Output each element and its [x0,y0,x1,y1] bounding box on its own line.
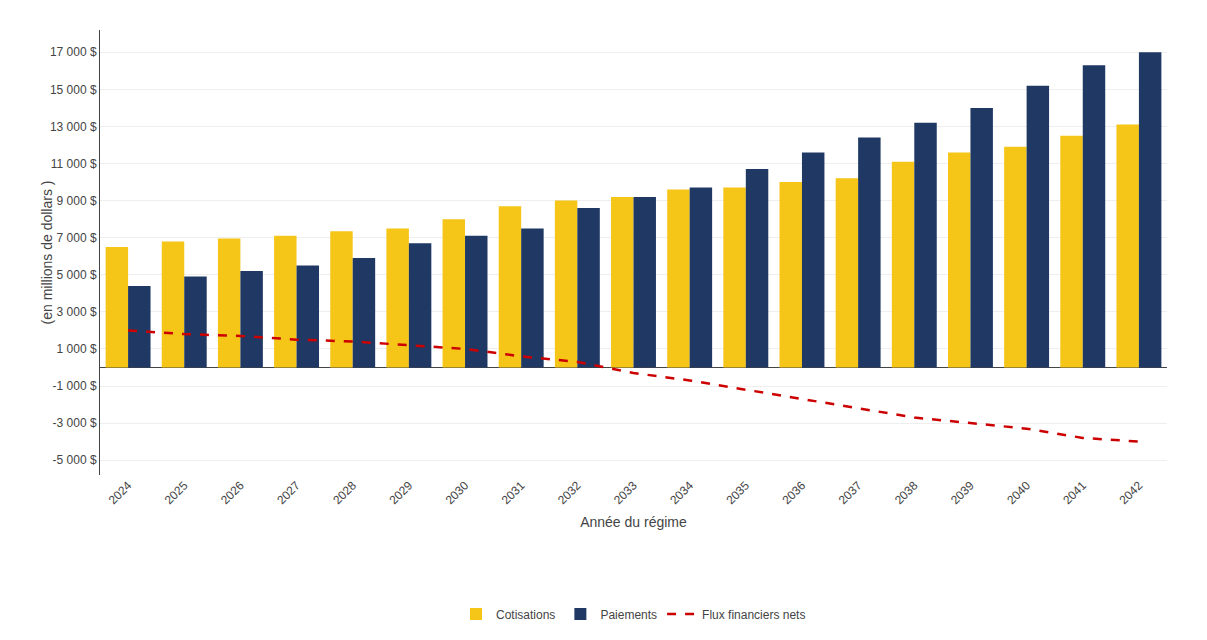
svg-text:2037: 2037 [836,478,865,507]
svg-text:2030: 2030 [443,478,472,507]
svg-text:1 000 $: 1 000 $ [57,342,97,356]
svg-text:2041: 2041 [1060,478,1089,507]
svg-text:2033: 2033 [611,478,640,507]
svg-text:(en millions de dollars ): (en millions de dollars ) [39,181,55,325]
svg-text:2039: 2039 [948,478,977,507]
svg-text:15 000 $: 15 000 $ [50,83,97,97]
svg-text:13 000 $: 13 000 $ [50,120,97,134]
svg-text:3 000 $: 3 000 $ [57,305,97,319]
svg-text:2034: 2034 [667,478,696,507]
svg-text:2027: 2027 [274,478,303,507]
svg-text:-3 000 $: -3 000 $ [53,416,97,430]
svg-text:2038: 2038 [892,478,921,507]
svg-text:7 000 $: 7 000 $ [57,231,97,245]
svg-text:Paiements: Paiements [600,608,657,622]
svg-text:5 000 $: 5 000 $ [57,268,97,282]
svg-text:2026: 2026 [218,478,247,507]
svg-text:2029: 2029 [386,478,415,507]
svg-text:Flux financiers nets: Flux financiers nets [702,608,805,622]
svg-text:17 000 $: 17 000 $ [50,45,97,59]
svg-text:2042: 2042 [1117,478,1146,507]
svg-text:-5 000 $: -5 000 $ [53,453,97,467]
svg-text:11 000 $: 11 000 $ [51,157,97,171]
svg-text:2025: 2025 [162,478,191,507]
svg-text:2036: 2036 [780,478,809,507]
svg-text:2024: 2024 [106,478,135,507]
svg-text:2031: 2031 [499,478,528,507]
svg-text:-1 000 $: -1 000 $ [53,379,97,393]
svg-text:Année du régime: Année du régime [580,514,687,530]
svg-text:Cotisations: Cotisations [496,608,555,622]
svg-text:9 000 $: 9 000 $ [57,194,97,208]
svg-text:2040: 2040 [1004,478,1033,507]
svg-text:2032: 2032 [555,478,584,507]
svg-text:2035: 2035 [723,478,752,507]
svg-text:2028: 2028 [330,478,359,507]
